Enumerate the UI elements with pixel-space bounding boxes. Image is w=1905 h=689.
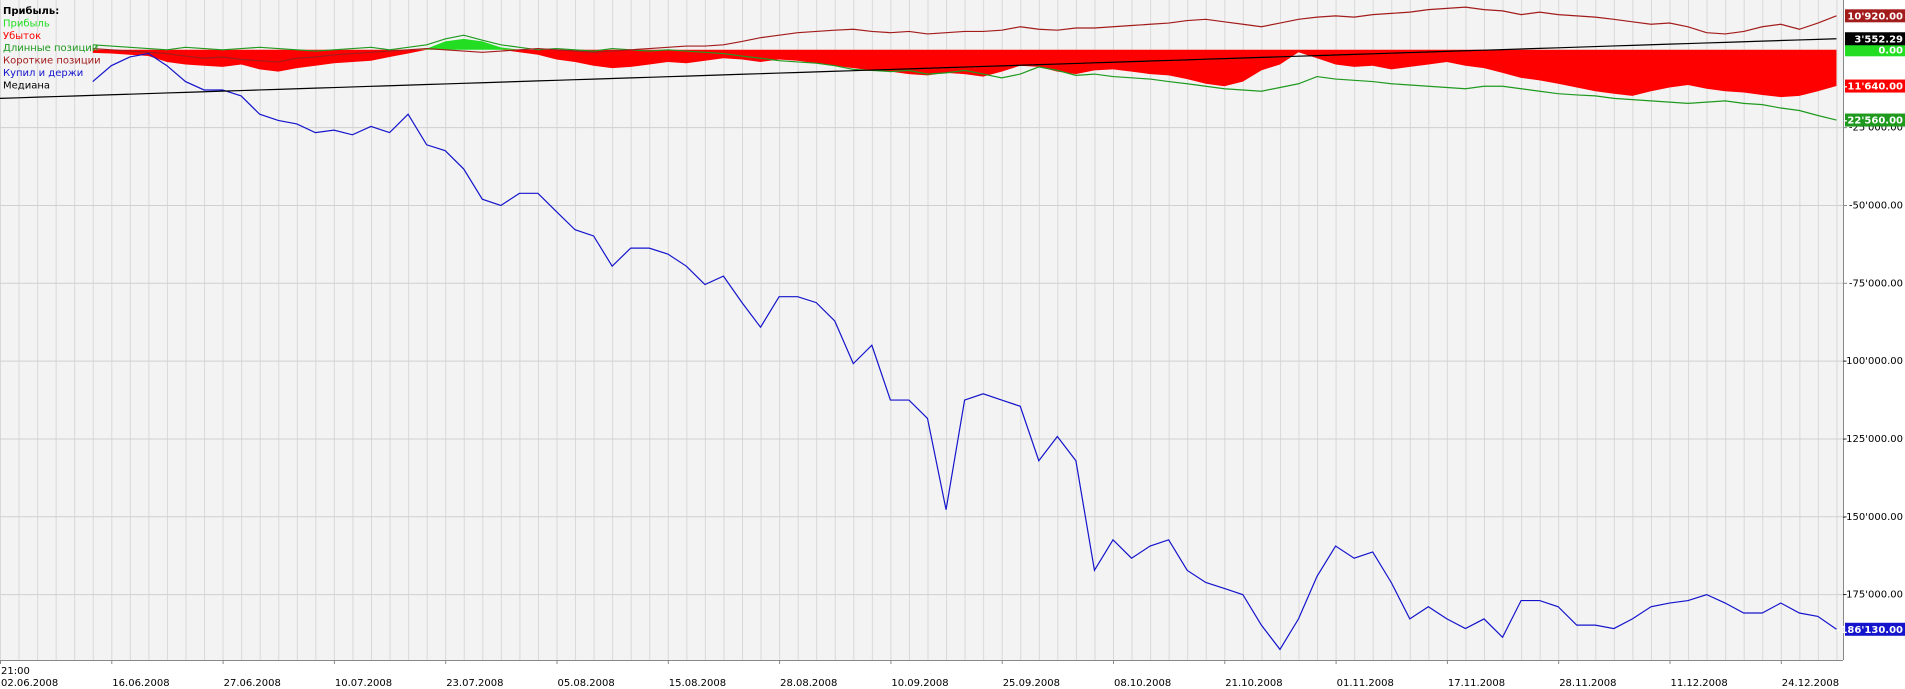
y-tick-label: -150'000.00 [1843,512,1903,523]
bottom-axis-strip [0,660,1843,689]
x-tick-label: 08.10.2008 [1114,678,1171,689]
legend-entry: Купил и держи [3,68,83,79]
line [92,34,1837,121]
value-badge [1845,113,1905,127]
axes: 02.06.2008 16.06.2008 27.06.2008 10.07.2008… [0,9,1905,689]
plot-background [0,0,1843,660]
x-tick-label: 10.09.2008 [891,678,948,689]
time-label: 21:00 [1,666,30,677]
x-tick-label: 16.06.2008 [112,678,169,689]
value-label: -11'640.00 [1843,82,1903,93]
legend-entry: Убыток [3,31,41,42]
legend-title: Прибыль: [3,5,59,17]
value-label: 0.00 [1878,45,1903,56]
y-tick-label: -50'000.00 [1849,200,1903,211]
x-tick-label: 17.11.2008 [1448,678,1505,689]
legend-entry: Длинные позиции [3,43,98,54]
x-tick-label: 15.08.2008 [669,678,726,689]
x-tick-label: 11.12.2008 [1671,678,1728,689]
legend-entry: Короткие позиции [3,56,101,67]
x-tick-label: 23.07.2008 [446,678,503,689]
line [92,6,1837,63]
value-badge [1845,43,1905,57]
value-badge [1845,622,1905,636]
value-label: -22'560.00 [1843,116,1903,127]
marks [0,6,1837,651]
x-tick-label: 28.11.2008 [1559,678,1616,689]
area [92,49,1837,98]
x-tick-label: 02.06.2008 [1,678,58,689]
x-tick-label: 28.08.2008 [780,678,837,689]
x-tick-label: 05.08.2008 [558,678,615,689]
legend-entry: Прибыль [3,18,50,29]
x-tick-label: 24.12.2008 [1782,678,1839,689]
value-badge [1845,79,1905,93]
value-badge [1845,32,1905,46]
x-tick-label: 25.09.2008 [1003,678,1060,689]
y-tick-label: -100'000.00 [1843,356,1903,367]
line [92,52,1837,651]
x-tick-label: 01.11.2008 [1337,678,1394,689]
value-label: 10'920.00 [1847,11,1903,22]
area [92,38,1837,50]
value-badge [1845,9,1905,23]
grid [0,0,1843,660]
y-tick-label: -25'000.00 [1849,123,1903,134]
x-tick-label: 21.10.2008 [1225,678,1282,689]
value-label: 3'552.29 [1854,34,1903,45]
y-tick-label: -125'000.00 [1843,434,1903,445]
x-tick-label: 27.06.2008 [224,678,281,689]
value-label: -186'130.00 [1836,625,1903,636]
legend-entry: Медиана [3,80,50,91]
y-tick-label: -75'000.00 [1849,278,1903,289]
y-tick-label: -175'000.00 [1843,590,1903,601]
x-tick-label: 10.07.2008 [335,678,392,689]
line [0,38,1837,99]
right-axis-strip [1843,0,1905,689]
